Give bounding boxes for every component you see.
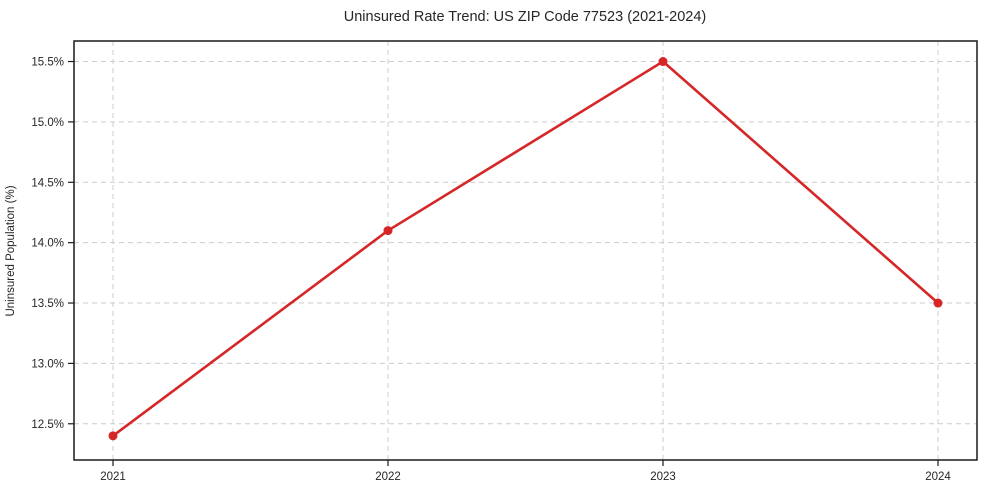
y-axis-label: Uninsured Population (%) (5, 185, 17, 316)
x-tick-label: 2021 (100, 471, 126, 483)
y-tick-label: 15.5% (31, 57, 64, 69)
y-tick-label: 14.0% (31, 238, 64, 250)
y-tick-label: 13.5% (31, 298, 64, 310)
plot-frame (73, 40, 978, 461)
data-point (933, 298, 943, 308)
plot-area: 12.5% 13.0% 13.5% 14.0% 14.5% 15.0% 15.5% 2021 2… (31, 40, 978, 483)
x-tick-label: 2023 (650, 471, 676, 483)
chart-title: Uninsured Rate Trend: US ZIP Code 77523 … (344, 9, 706, 25)
x-tick-label: 2024 (925, 471, 951, 483)
trend-line (111, 60, 940, 438)
data-point (658, 57, 668, 67)
y-tick-label: 12.5% (31, 419, 64, 431)
y-tick-label: 13.0% (31, 358, 64, 370)
data-point (108, 431, 118, 441)
y-tick-label: 15.0% (31, 117, 64, 129)
y-tick-label: 14.5% (31, 177, 64, 189)
x-tick-label: 2022 (375, 471, 401, 483)
data-point (383, 226, 393, 236)
